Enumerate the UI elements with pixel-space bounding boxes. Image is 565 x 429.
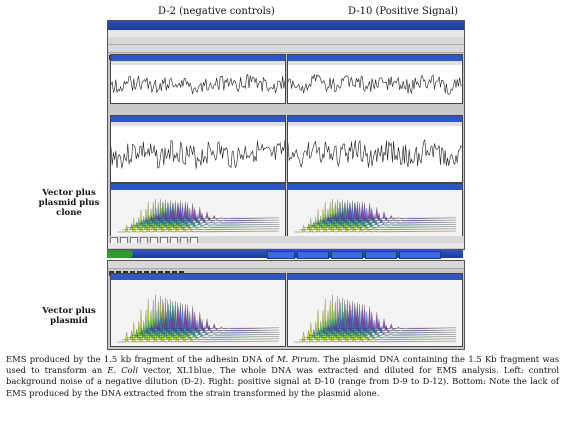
waveform-mid-right bbox=[288, 122, 462, 168]
label-vector-plasmid: Vector plus plasmid bbox=[42, 306, 96, 326]
wave-pane-mid-left bbox=[110, 115, 286, 183]
spectrogram-bottom-right bbox=[288, 280, 462, 346]
wave-pane-top-right bbox=[287, 54, 463, 104]
header-right: D-10 (Positive Signal) bbox=[348, 6, 458, 17]
spectrum-peak-row bbox=[323, 304, 457, 329]
spectrum-peak-row bbox=[116, 198, 280, 233]
spectrum-peak-row bbox=[146, 201, 280, 219]
wave-pane-top-left bbox=[110, 54, 286, 104]
pane-title-bar bbox=[288, 116, 462, 122]
spectrum-peak-row bbox=[313, 300, 457, 334]
taskbar-button bbox=[267, 251, 295, 259]
start-button bbox=[107, 250, 133, 258]
spectrum-peak-row bbox=[318, 302, 457, 332]
waveform-top-left bbox=[111, 61, 285, 94]
windows-taskbar bbox=[107, 250, 463, 259]
time-ruler bbox=[288, 122, 462, 126]
waveform-mid-left bbox=[111, 122, 285, 169]
species-name: M. Pirum bbox=[277, 354, 318, 364]
pane-title-bar bbox=[111, 274, 285, 280]
pane-title-bar bbox=[111, 116, 285, 122]
spectrum-peak-row bbox=[116, 294, 280, 343]
waveform-trace bbox=[288, 138, 462, 168]
wave-pane-mid-right bbox=[287, 115, 463, 183]
spectrum-peak-row bbox=[308, 200, 457, 226]
spectrum-pane-top-left bbox=[110, 183, 286, 237]
pane-title-bar bbox=[288, 184, 462, 190]
pane-title-bar bbox=[111, 55, 285, 61]
caption-text: EMS produced by the 1.5 kb fragment of t… bbox=[6, 354, 278, 364]
spectrum-pane-bottom-left bbox=[110, 273, 286, 347]
screenshot-bottom bbox=[107, 260, 465, 350]
spectrum-peak-row bbox=[146, 304, 280, 329]
time-ruler bbox=[111, 61, 285, 65]
spectrum-peak-row bbox=[136, 200, 280, 224]
menu-bar bbox=[108, 30, 464, 37]
spectrum-peak-row bbox=[131, 200, 280, 226]
toolbar-bottom bbox=[108, 261, 464, 276]
taskbar-button bbox=[297, 251, 329, 259]
waveform-trace bbox=[111, 73, 285, 94]
pane-title-bar bbox=[288, 55, 462, 61]
time-ruler bbox=[111, 122, 285, 126]
caption-text: . The plasmid DNA containing the 1.5 Kb … bbox=[6, 354, 559, 376]
taskbar-button bbox=[331, 251, 363, 259]
time-ruler bbox=[288, 61, 462, 65]
organism-name: E. Coli bbox=[107, 365, 139, 376]
waveform-top-right bbox=[288, 61, 462, 95]
figure-caption: EMS produced by the 1.5 kb fragment of t… bbox=[6, 354, 559, 399]
screenshot-top bbox=[107, 20, 465, 250]
spectrum-peak-row bbox=[313, 200, 457, 224]
spectrum-pane-bottom-right bbox=[287, 273, 463, 347]
document-tabs bbox=[108, 236, 464, 244]
spectrum-peak-row bbox=[308, 299, 457, 336]
spectrogram-top-left bbox=[111, 190, 285, 236]
caption-text: vector, XL1blue. The whole DNA was extra… bbox=[6, 365, 560, 398]
status-bar bbox=[108, 243, 464, 248]
spectrum-peak-row bbox=[293, 294, 457, 343]
spectrum-peak-row bbox=[318, 201, 457, 222]
pane-title-bar bbox=[288, 274, 462, 280]
header-left: D-2 (negative controls) bbox=[158, 6, 275, 17]
taskbar-button bbox=[365, 251, 397, 259]
toolbar-1 bbox=[108, 37, 464, 52]
waveform-trace bbox=[288, 74, 462, 95]
pane-title-bar bbox=[111, 184, 285, 190]
spectrogram-bottom-left bbox=[111, 280, 285, 346]
spectrogram-top-right bbox=[288, 190, 462, 236]
toolbar-2 bbox=[108, 45, 464, 60]
window-titlebar bbox=[108, 21, 464, 30]
spectrum-peak-row bbox=[141, 201, 280, 222]
label-vector-plasmid-clone: Vector plus plasmid plus clone bbox=[38, 188, 100, 218]
taskbar-button bbox=[399, 251, 441, 259]
spectrum-peak-row bbox=[141, 302, 280, 332]
spectrum-pane-top-right bbox=[287, 183, 463, 237]
spectrum-peak-row bbox=[323, 201, 457, 219]
spectrum-peak-row bbox=[293, 198, 457, 233]
spectrum-peak-row bbox=[136, 300, 280, 334]
waveform-trace bbox=[111, 139, 285, 169]
spectrum-peak-row bbox=[131, 299, 280, 336]
